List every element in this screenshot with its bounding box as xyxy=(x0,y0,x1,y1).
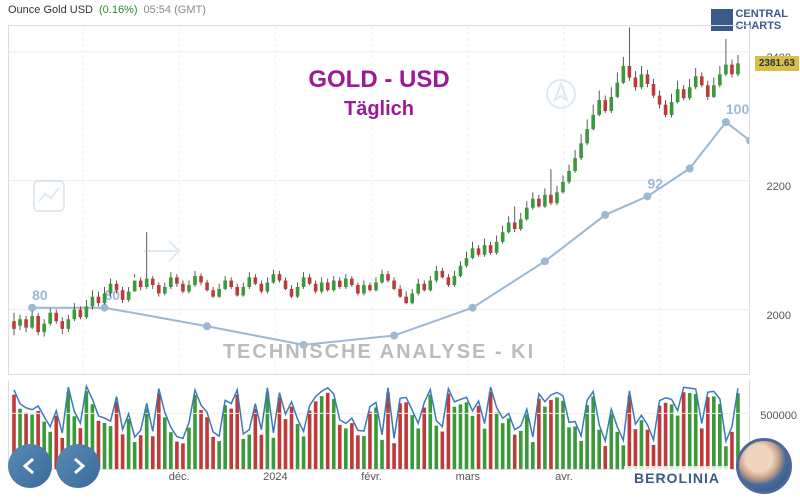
volume-chart xyxy=(9,380,749,469)
svg-text:100: 100 xyxy=(726,101,749,117)
watermark-compass-icon xyxy=(543,76,579,117)
chart-header: Ounce Gold USD (0.16%) 05:54 (GMT) xyxy=(0,0,800,20)
symbol-name: Ounce Gold USD xyxy=(8,4,93,16)
svg-text:80: 80 xyxy=(32,287,48,303)
price-y-axis: 200022002400 xyxy=(751,26,791,374)
arrow-right-icon xyxy=(67,455,89,477)
watermark-text: TECHNISCHE ANALYSE - KI xyxy=(223,341,535,364)
arrow-left-icon xyxy=(19,455,41,477)
nav-next-button[interactable] xyxy=(56,444,100,488)
chart-title-block: GOLD - USD Täglich xyxy=(308,66,449,121)
volume-chart-panel[interactable]: 500000 nov.déc.2024févr.marsavr.mai xyxy=(8,380,750,470)
nav-prev-button[interactable] xyxy=(8,444,52,488)
watermark-icon xyxy=(29,176,69,221)
nav-button-group xyxy=(8,444,100,488)
svg-text:92: 92 xyxy=(647,175,663,191)
current-price-badge: 2381.63 xyxy=(755,56,799,71)
watermark-arrow-icon xyxy=(139,231,189,276)
chart-title: GOLD - USD xyxy=(308,66,449,94)
price-chart-panel[interactable]: GOLD - USD Täglich TECHNISCHE ANALYSE - … xyxy=(8,25,750,375)
price-change: (0.16%) xyxy=(99,4,138,16)
berolinia-label: BEROLINIA xyxy=(624,466,730,490)
avatar-image[interactable] xyxy=(736,438,792,494)
chart-subtitle: Täglich xyxy=(308,98,449,121)
volume-y-tick: 500000 xyxy=(760,410,797,422)
timestamp: 05:54 (GMT) xyxy=(144,4,206,16)
